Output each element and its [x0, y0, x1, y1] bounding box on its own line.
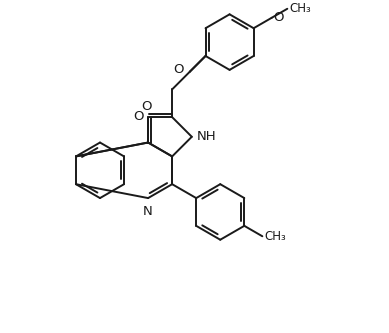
Text: O: O — [173, 63, 184, 76]
Text: N: N — [143, 205, 153, 218]
Text: CH₃: CH₃ — [264, 230, 286, 243]
Text: O: O — [141, 100, 151, 113]
Text: O: O — [133, 110, 144, 123]
Text: O: O — [273, 11, 284, 24]
Text: CH₃: CH₃ — [289, 2, 311, 15]
Text: NH: NH — [196, 130, 216, 143]
